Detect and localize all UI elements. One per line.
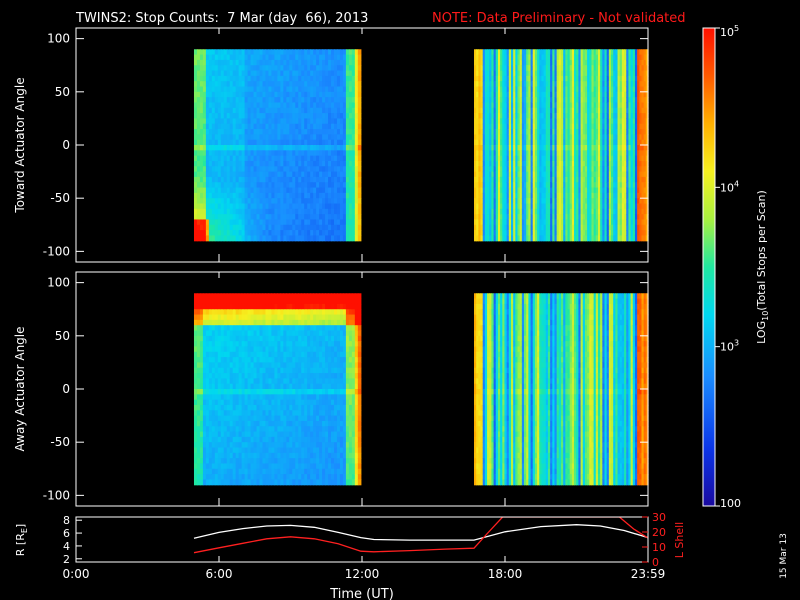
- heatmap-cell: [358, 188, 362, 194]
- toward-angle-panel: 100 50 0 -50 -100 Toward Actuator Angle: [13, 28, 649, 262]
- heatmap-cell: [358, 198, 362, 204]
- y-tick-label: 50: [55, 85, 70, 99]
- y-tick-label: -100: [43, 244, 70, 258]
- heatmap-cell: [358, 65, 362, 71]
- heatmap-cell: [358, 71, 362, 77]
- toward-angle-heatmap: [194, 49, 649, 241]
- heatmap-cell: [358, 118, 362, 124]
- heatmap-cell: [358, 230, 362, 236]
- y-tick-label: 0: [62, 138, 70, 152]
- heatmap-cell: [358, 177, 362, 183]
- heatmap-cell: [358, 124, 362, 130]
- heatmap-cell: [358, 97, 362, 103]
- heatmap-cell: [358, 60, 362, 66]
- heatmap-cell: [358, 235, 362, 241]
- heatmap-cell: [358, 134, 362, 140]
- y-tick-label: -50: [50, 191, 70, 205]
- heatmap-cell: [358, 156, 362, 162]
- heatmap-cell: [358, 204, 362, 210]
- chart-title: TWINS2: Stop Counts: 7 Mar (day 66), 201…: [75, 11, 368, 26]
- heatmap-cell: [358, 219, 362, 225]
- y-tick-label: 100: [47, 32, 70, 46]
- heatmap-cell: [358, 81, 362, 87]
- away-angle-heatmap: [194, 293, 649, 485]
- heatmap-cell: [358, 182, 362, 188]
- heatmap-cell: [358, 49, 362, 55]
- heatmap-cell: [358, 166, 362, 172]
- heatmap-cell: [358, 193, 362, 199]
- heatmap-cell: [358, 209, 362, 215]
- heatmap-cell: [358, 87, 362, 93]
- heatmap-cell: [358, 214, 362, 220]
- heatmap-cell: [358, 76, 362, 82]
- heatmap-cell: [358, 108, 362, 114]
- heatmap-cell: [358, 92, 362, 98]
- preliminary-note: NOTE: Data Preliminary - Not validated: [432, 11, 686, 26]
- toward-angle-ylabel: Toward Actuator Angle: [13, 77, 27, 213]
- heatmap-cell: [358, 225, 362, 231]
- heatmap-cell: [358, 129, 362, 135]
- heatmap-cell: [358, 172, 362, 178]
- heatmap-cell: [358, 161, 362, 167]
- heatmap-cell: [358, 113, 362, 119]
- heatmap-cell: [358, 55, 362, 61]
- heatmap-cell: [358, 102, 362, 108]
- heatmap-cell: [358, 145, 362, 151]
- heatmap-cell: [358, 150, 362, 156]
- heatmap-cell: [358, 140, 362, 146]
- away-angle-panel: 100500-50-100 Away Actuator Angle: [13, 272, 649, 506]
